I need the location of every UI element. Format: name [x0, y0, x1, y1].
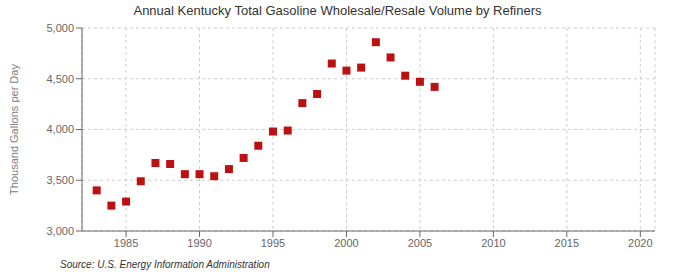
- html-text:Annual Kentucky Total Gasoline: Annual Kentucky Total Gasoline Wholesale…: [133, 3, 542, 18]
- svg-text:4,500: 4,500: [46, 73, 74, 85]
- svg-text:3,000: 3,000: [46, 225, 74, 237]
- svg-text:5,000: 5,000: [46, 22, 74, 34]
- svg-text:3,500: 3,500: [46, 174, 74, 186]
- svg-text:2010: 2010: [481, 237, 505, 249]
- svg-text:2015: 2015: [555, 237, 579, 249]
- svg-text:Thousand Gallons per Day: Thousand Gallons per Day: [8, 64, 20, 195]
- svg-text:1990: 1990: [187, 237, 211, 249]
- html-text:Source: U.S. Energy Informatio: Source: U.S. Energy Information Administ…: [60, 259, 270, 270]
- svg-text:2000: 2000: [334, 237, 358, 249]
- svg-text:4,000: 4,000: [46, 123, 74, 135]
- svg-text:2005: 2005: [408, 237, 432, 249]
- svg-text:1985: 1985: [114, 237, 138, 249]
- svg-text:1995: 1995: [261, 237, 285, 249]
- svg-text:2020: 2020: [628, 237, 652, 249]
